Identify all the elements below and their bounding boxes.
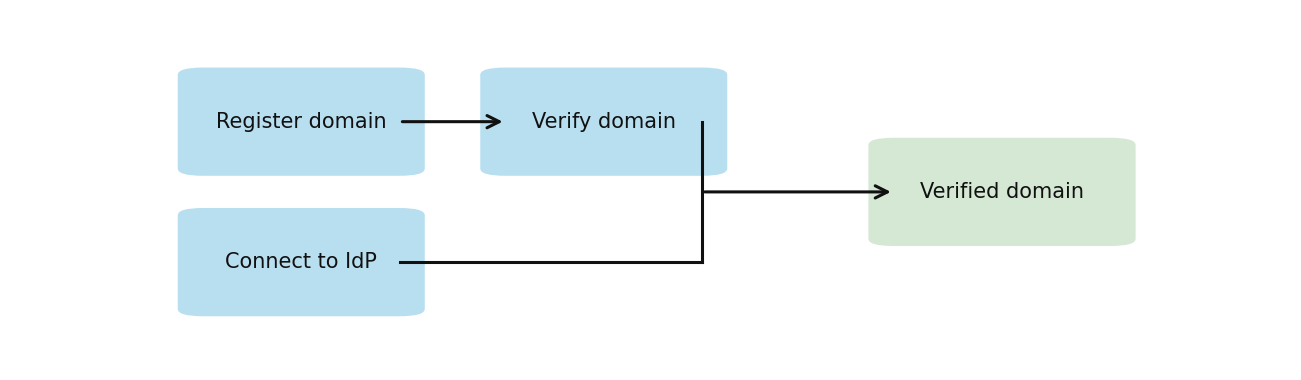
Text: Connect to IdP: Connect to IdP xyxy=(225,252,377,272)
FancyBboxPatch shape xyxy=(480,68,727,176)
Text: Register domain: Register domain xyxy=(216,112,386,132)
FancyBboxPatch shape xyxy=(869,138,1136,246)
FancyBboxPatch shape xyxy=(178,68,425,176)
Text: Verify domain: Verify domain xyxy=(532,112,675,132)
Text: Verified domain: Verified domain xyxy=(920,182,1084,202)
FancyBboxPatch shape xyxy=(178,208,425,316)
